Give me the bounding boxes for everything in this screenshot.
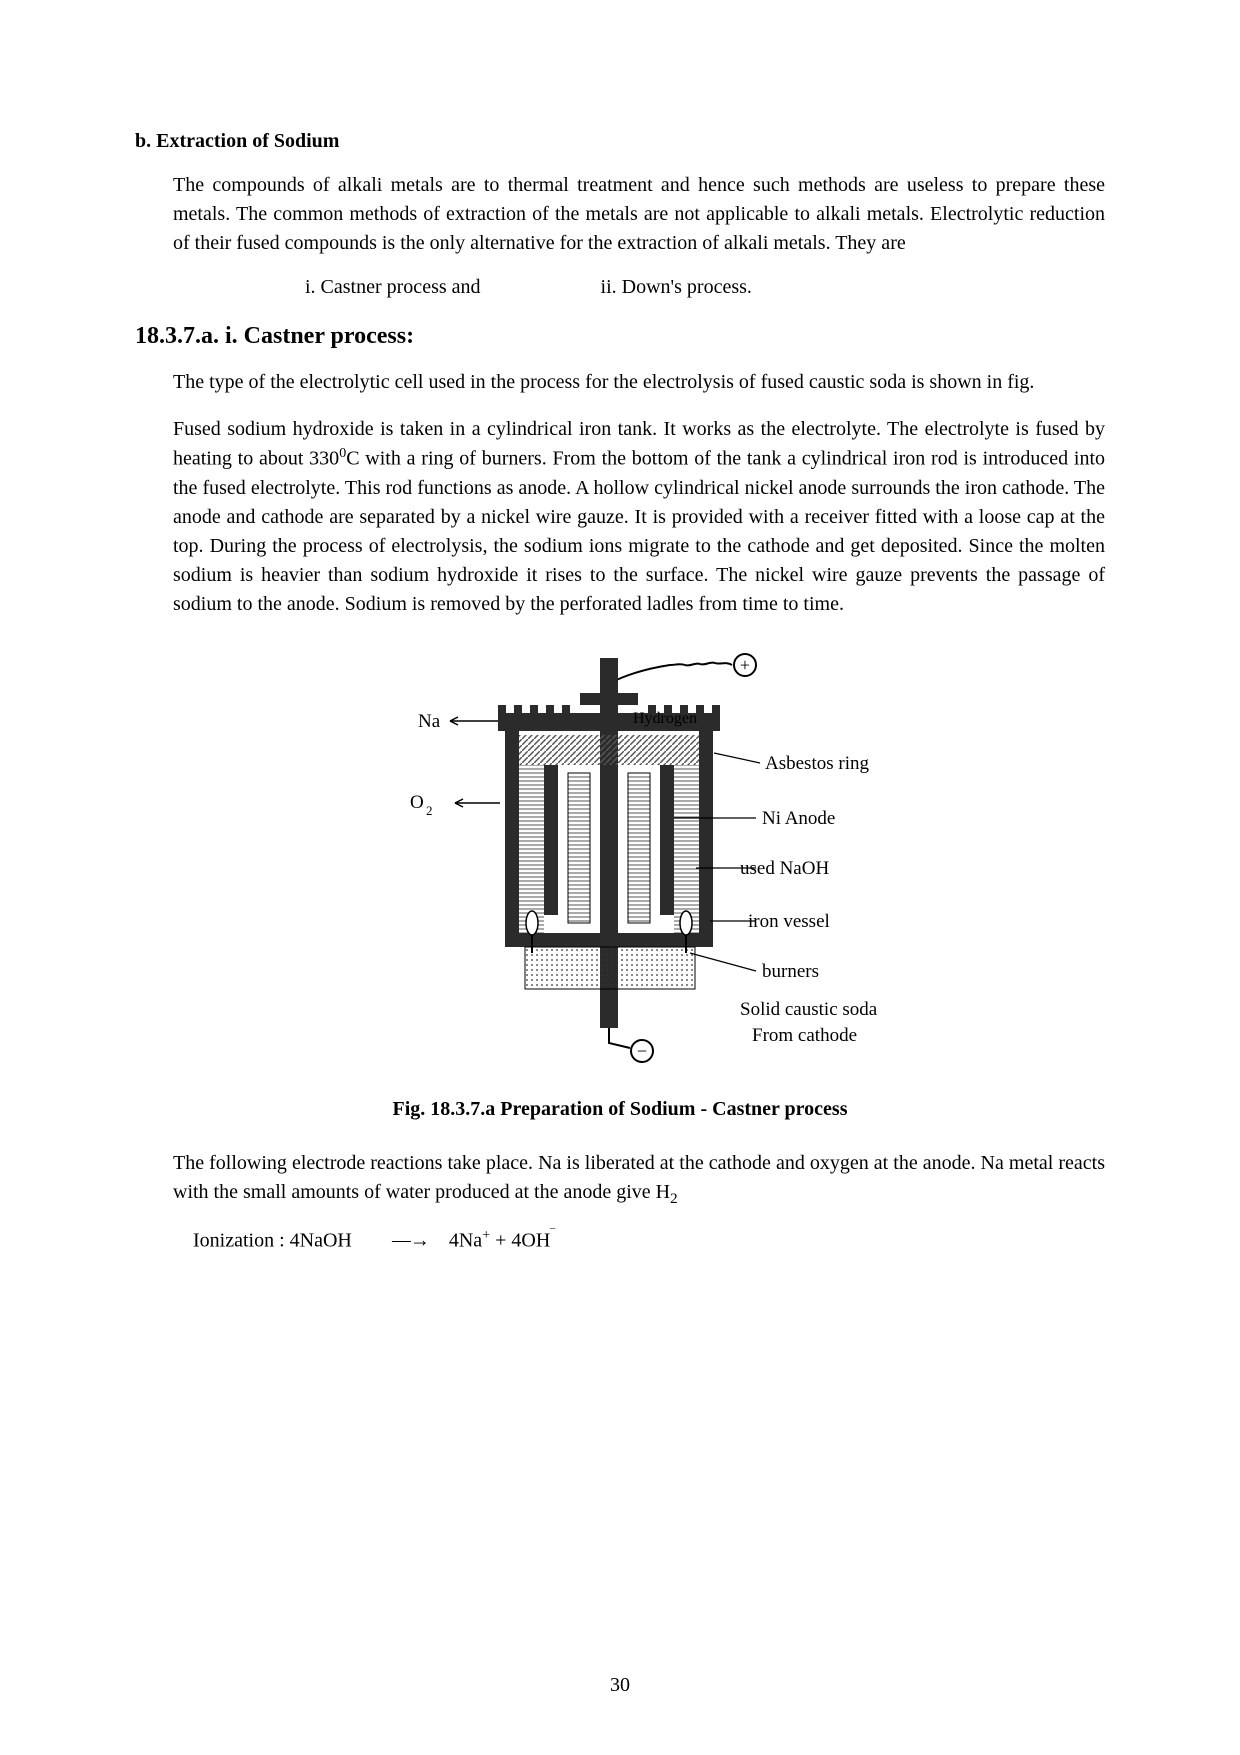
figure-castner: + Hydrogen: [135, 643, 1105, 1088]
eqn-rhs-mid: + 4OH: [490, 1230, 550, 1252]
ni-anode-label: Ni Anode: [762, 808, 835, 829]
post-figure-text: The following electrode reactions take p…: [173, 1152, 1105, 1203]
plus-terminal-label: +: [740, 655, 750, 675]
page-number: 30: [0, 1674, 1240, 1697]
na-label: Na: [418, 711, 441, 732]
burners-label: burners: [762, 961, 819, 982]
castner-para-2-post: C with a ring of burners. From the botto…: [173, 448, 1105, 615]
minus-terminal-label: −: [637, 1041, 647, 1061]
eqn-arrow: ⎯⎯→: [392, 1230, 429, 1252]
used-naoh-label: used NaOH: [740, 858, 829, 879]
castner-para-1: The type of the electrolytic cell used i…: [173, 368, 1105, 397]
castner-diagram-svg: + Hydrogen: [300, 643, 940, 1083]
eqn-oh-charge: ‾: [550, 1228, 555, 1243]
castner-heading: 18.3.7.a. i. Castner process:: [135, 323, 1105, 350]
eqn-rhs-na: 4Na: [449, 1230, 482, 1252]
o2-label-base: O: [410, 792, 424, 813]
process-list: i. Castner process and ii. Down's proces…: [305, 276, 1105, 299]
section-b-title: b. Extraction of Sodium: [135, 130, 1105, 153]
process-item-i: i. Castner process and: [305, 276, 481, 299]
post-figure-h2-sub: 2: [670, 1191, 678, 1207]
solid-soda-label: Solid caustic soda: [740, 999, 878, 1020]
from-cathode-label: From cathode: [752, 1025, 857, 1046]
section-b-paragraph: The compounds of alkali metals are to th…: [173, 171, 1105, 258]
process-item-ii: ii. Down's process.: [601, 276, 752, 299]
post-figure-paragraph: The following electrode reactions take p…: [173, 1149, 1105, 1211]
figure-caption: Fig. 18.3.7.a Preparation of Sodium - Ca…: [135, 1098, 1105, 1121]
castner-para-2: Fused sodium hydroxide is taken in a cyl…: [173, 415, 1105, 619]
ionization-equation: Ionization : 4NaOH ⎯⎯→ 4Na+ + 4OH‾: [193, 1228, 1105, 1253]
hydrogen-label: Hydrogen: [633, 710, 697, 727]
iron-vessel-label: iron vessel: [748, 911, 830, 932]
eqn-lhs: Ionization : 4NaOH: [193, 1230, 352, 1252]
o2-label-sub: 2: [426, 803, 433, 818]
eqn-na-charge: +: [482, 1228, 490, 1243]
asbestos-label: Asbestos ring: [765, 753, 869, 774]
